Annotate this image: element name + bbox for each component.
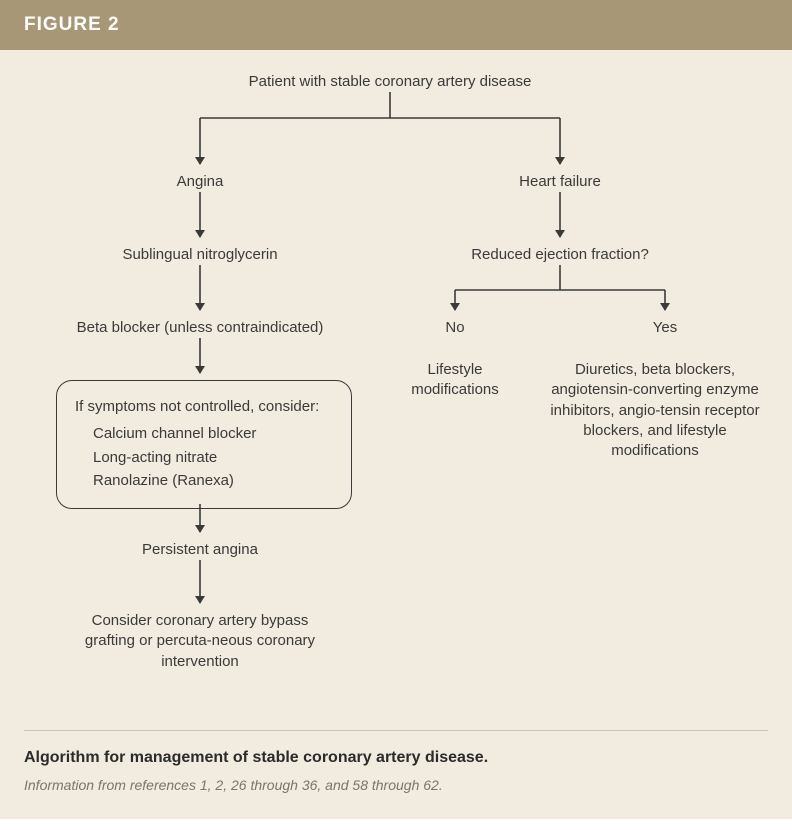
- node-symptoms-box: If symptoms not controlled, consider: Ca…: [56, 380, 352, 509]
- flowchart-area: Patient with stable coronary artery dise…: [0, 50, 792, 730]
- node-sublingual: Sublingual nitroglycerin: [122, 245, 277, 265]
- figure-container: FIGURE 2 Patient with stable coronary ar…: [0, 0, 792, 819]
- node-heart-failure: Heart failure: [519, 172, 601, 192]
- node-reduced-ef: Reduced ejection fraction?: [471, 245, 649, 265]
- node-consider: Consider coronary artery bypass grafting…: [80, 611, 320, 672]
- node-yes-detail: Diuretics, beta blockers, angiotensin-co…: [540, 360, 770, 461]
- node-no: No: [445, 318, 464, 338]
- node-lifestyle: Lifestyle modifications: [390, 360, 520, 401]
- node-beta-blocker: Beta blocker (unless contraindicated): [77, 318, 324, 338]
- box-heading: If symptoms not controlled, consider:: [75, 395, 333, 418]
- caption-block: Algorithm for management of stable coron…: [24, 730, 768, 819]
- caption-source: Information from references 1, 2, 26 thr…: [24, 777, 768, 793]
- figure-header: FIGURE 2: [0, 0, 792, 50]
- node-persistent: Persistent angina: [142, 540, 258, 560]
- figure-title: FIGURE 2: [24, 14, 120, 35]
- caption-title: Algorithm for management of stable coron…: [24, 749, 768, 767]
- node-yes: Yes: [653, 318, 677, 338]
- box-item: Long-acting nitrate: [75, 446, 333, 469]
- box-item: Ranolazine (Ranexa): [75, 469, 333, 492]
- node-angina: Angina: [177, 172, 224, 192]
- box-item: Calcium channel blocker: [75, 422, 333, 445]
- node-root: Patient with stable coronary artery dise…: [249, 72, 532, 92]
